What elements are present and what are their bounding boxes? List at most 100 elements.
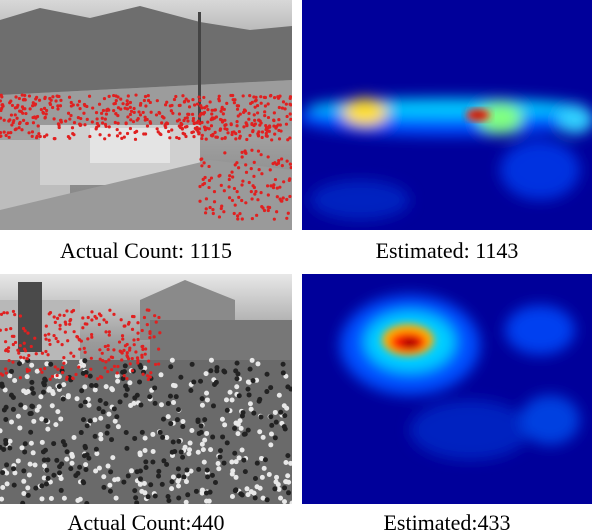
head-marker — [27, 353, 31, 358]
head-marker — [191, 119, 195, 123]
head-marker — [233, 474, 239, 480]
head-marker — [240, 198, 244, 203]
head-marker — [106, 344, 110, 348]
head-marker — [266, 472, 272, 478]
head-marker — [4, 340, 8, 344]
head-marker — [234, 384, 240, 390]
head-marker — [152, 385, 158, 391]
head-marker — [22, 441, 28, 447]
head-marker — [128, 362, 132, 366]
head-marker — [240, 155, 244, 159]
head-marker — [208, 357, 214, 363]
head-marker — [273, 161, 277, 165]
head-marker — [252, 113, 256, 117]
head-marker — [236, 217, 240, 221]
head-marker — [138, 476, 144, 482]
head-marker — [245, 386, 251, 392]
head-marker — [195, 102, 200, 106]
head-marker — [170, 474, 176, 480]
head-marker — [17, 351, 21, 355]
head-marker — [139, 429, 145, 435]
head-marker — [104, 360, 108, 364]
head-marker — [250, 148, 254, 152]
head-marker — [264, 389, 270, 395]
head-marker — [275, 210, 279, 214]
head-marker — [198, 423, 204, 429]
head-marker — [58, 118, 63, 122]
head-marker — [145, 117, 149, 122]
head-marker — [251, 410, 257, 416]
head-marker — [18, 314, 23, 318]
head-marker — [16, 361, 22, 367]
head-marker — [74, 396, 80, 402]
head-marker — [282, 180, 286, 184]
head-marker — [186, 112, 190, 116]
head-marker — [235, 431, 241, 437]
head-marker — [198, 184, 202, 189]
head-marker — [266, 102, 270, 106]
head-marker — [209, 124, 214, 128]
density-map — [302, 274, 592, 504]
head-marker — [103, 117, 107, 121]
head-marker — [30, 450, 36, 456]
head-marker — [202, 417, 208, 423]
head-marker — [122, 363, 128, 369]
head-marker — [220, 107, 224, 111]
head-marker — [197, 95, 201, 99]
head-marker — [54, 457, 60, 463]
head-marker — [52, 137, 56, 141]
head-marker — [18, 109, 22, 113]
head-marker — [17, 126, 21, 130]
head-marker — [263, 110, 267, 114]
head-marker — [97, 322, 101, 327]
head-marker — [232, 488, 238, 494]
head-marker — [192, 134, 196, 139]
head-marker — [247, 117, 251, 121]
head-marker — [112, 312, 116, 316]
head-marker — [248, 94, 252, 98]
head-marker — [185, 492, 191, 498]
head-marker — [58, 323, 62, 327]
head-marker — [83, 123, 87, 127]
head-marker — [252, 160, 256, 164]
head-marker — [42, 106, 47, 110]
head-marker — [115, 424, 121, 430]
head-marker — [117, 399, 123, 405]
head-marker — [56, 122, 61, 126]
head-marker — [29, 344, 33, 349]
head-marker — [71, 376, 75, 380]
head-marker — [168, 364, 174, 370]
head-marker — [85, 117, 89, 121]
head-marker — [205, 474, 211, 480]
head-marker — [269, 422, 275, 428]
head-marker — [272, 183, 276, 187]
head-marker — [220, 204, 224, 208]
head-marker — [94, 451, 100, 457]
head-marker — [280, 106, 285, 110]
head-marker — [177, 112, 182, 116]
head-marker — [78, 107, 82, 111]
head-marker — [160, 416, 166, 422]
head-marker — [140, 353, 144, 357]
head-marker — [276, 123, 280, 127]
head-marker — [90, 335, 94, 339]
head-marker — [123, 392, 129, 398]
head-marker — [223, 151, 227, 155]
head-marker — [44, 349, 48, 354]
head-marker — [242, 469, 248, 475]
head-marker — [159, 481, 165, 487]
head-marker — [221, 460, 227, 466]
head-marker — [251, 184, 255, 188]
head-marker — [157, 429, 163, 435]
head-marker — [168, 421, 174, 427]
head-marker — [7, 373, 13, 379]
head-marker — [132, 338, 136, 342]
head-marker — [234, 376, 240, 382]
head-marker — [240, 410, 246, 416]
head-marker — [25, 485, 31, 491]
head-marker — [280, 361, 286, 367]
head-marker — [68, 322, 72, 326]
head-marker — [208, 205, 212, 210]
head-marker — [233, 420, 239, 426]
head-marker — [186, 99, 191, 103]
